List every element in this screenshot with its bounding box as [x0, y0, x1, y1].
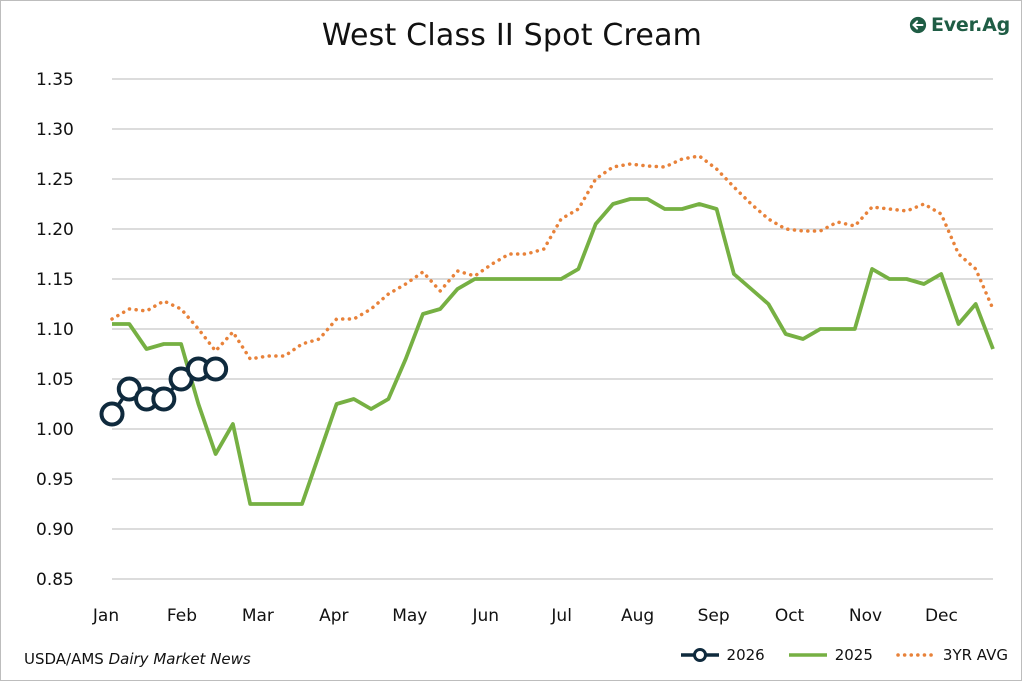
data-point-2026: [151, 386, 177, 412]
legend-item-3yr-avg: 3YR AVG: [895, 646, 1008, 664]
y-tick-label: 1.10: [36, 320, 74, 340]
everag-logo-icon: [909, 16, 927, 34]
legend-item-2025: 2025: [787, 646, 873, 664]
x-tick-label: Mar: [242, 606, 274, 626]
data-point-2026: [203, 356, 229, 382]
legend-marker-3yr-avg: [896, 653, 937, 657]
y-tick-label: 1.05: [36, 370, 74, 390]
y-tick-label: 1.30: [36, 120, 74, 140]
x-tick-label: Apr: [319, 606, 348, 626]
x-tick-label: Aug: [621, 606, 654, 626]
y-tick-label: 0.95: [36, 470, 74, 490]
x-tick-label: Dec: [925, 606, 958, 626]
source-publication: Dairy Market News: [108, 650, 251, 668]
y-tick-label: 0.85: [36, 570, 74, 590]
legend-marker-2026: [680, 648, 719, 662]
y-tick-label: 1.25: [36, 170, 74, 190]
y-tick-label: 1.00: [36, 420, 74, 440]
brand-logo: Ever.Ag: [909, 14, 1010, 36]
legend-marker-2025: [788, 653, 827, 657]
chart-legend: 2026 2025 3YR AVG: [679, 646, 1008, 664]
brand-name: Ever.Ag: [930, 14, 1010, 36]
x-tick-label: Oct: [775, 606, 805, 626]
series-line-2025: [112, 197, 995, 506]
x-tick-label: Nov: [849, 606, 882, 626]
source-prefix: USDA/AMS: [24, 650, 109, 668]
x-tick-label: Sep: [698, 606, 730, 626]
legend-label-2026: 2026: [726, 646, 765, 664]
x-tick-label: Jun: [471, 606, 499, 626]
legend-label-2025: 2025: [834, 646, 873, 664]
y-tick-label: 1.35: [36, 70, 74, 90]
legend-item-2026: 2026: [679, 646, 765, 664]
legend-label-3yr-avg: 3YR AVG: [942, 646, 1008, 664]
y-tick-label: 1.15: [36, 270, 74, 290]
x-tick-label: Jan: [92, 606, 119, 626]
series-line-3yr-avg: [110, 154, 995, 361]
chart-title: West Class II Spot Cream: [321, 18, 703, 53]
data-point-2026: [99, 401, 125, 427]
source-note: USDA/AMS Dairy Market News: [24, 650, 251, 668]
y-tick-label: 1.20: [36, 220, 74, 240]
y-tick-label: 0.90: [36, 520, 74, 540]
x-tick-label: Jul: [550, 606, 572, 626]
x-tick-label: Feb: [167, 606, 197, 626]
x-tick-label: May: [392, 606, 427, 626]
